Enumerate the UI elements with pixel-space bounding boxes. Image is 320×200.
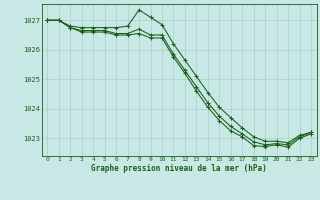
X-axis label: Graphe pression niveau de la mer (hPa): Graphe pression niveau de la mer (hPa) bbox=[91, 164, 267, 173]
